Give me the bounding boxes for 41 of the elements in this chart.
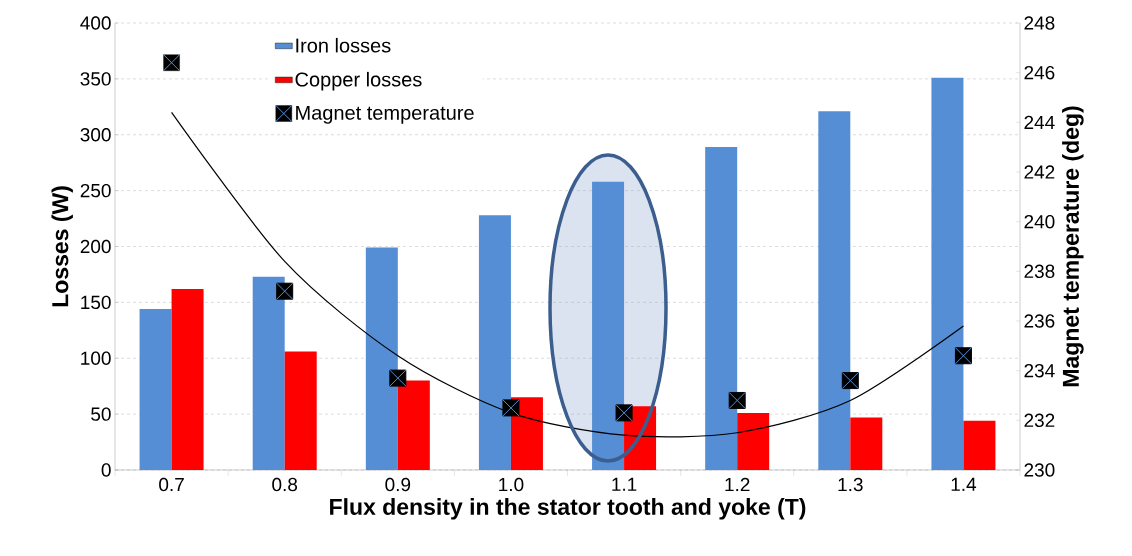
y2-tick-label: 246 (1024, 65, 1055, 80)
bar (850, 417, 883, 470)
x-tick-label: 1.0 (499, 477, 524, 492)
x-tick-label: 1.2 (725, 477, 750, 492)
bar (284, 351, 317, 470)
y-axis-title: Losses (W) (51, 186, 73, 307)
y-tick-label: 300 (80, 128, 111, 142)
bar (963, 420, 996, 470)
legend-label: Magnet temperature (296, 105, 474, 124)
bar (737, 412, 770, 470)
x-tick-label: 0.8 (272, 477, 298, 492)
y-tick-label: 250 (80, 183, 111, 198)
y-tick-label: 150 (81, 295, 111, 310)
x-tick-label: 1.3 (838, 477, 863, 492)
y2-axis-title: Magnet temperature (deg) (1062, 106, 1084, 387)
y2-tick-label: 240 (1024, 214, 1055, 229)
x-tick-label: 1.4 (951, 477, 977, 491)
legend-label: Copper losses (295, 71, 422, 91)
x-tick-label: 1.1 (612, 477, 637, 491)
y2-tick-label: 242 (1024, 165, 1055, 179)
y-tick-label: 400 (80, 16, 111, 30)
y2-tick-label: 230 (1024, 463, 1055, 477)
y-tick-label: 350 (80, 72, 111, 86)
y2-tick-label: 232 (1024, 413, 1055, 428)
y-tick-label: 0 (101, 463, 111, 477)
x-tick-label: 0.9 (385, 477, 411, 492)
y2-tick-label: 238 (1024, 264, 1055, 279)
y-tick-label: 200 (80, 239, 111, 254)
bar (397, 380, 430, 470)
bar (139, 309, 172, 470)
y-tick-label: 100 (81, 351, 111, 365)
x-tick-label: 0.7 (159, 477, 184, 492)
y2-tick-label: 248 (1024, 16, 1055, 30)
y2-tick-label: 236 (1024, 314, 1055, 328)
y-tick-label: 50 (91, 407, 111, 421)
y2-tick-label: 244 (1024, 115, 1055, 129)
x-axis-title: Flux density in the stator tooth and yoke (T) (330, 498, 806, 520)
y2-tick-label: 234 (1024, 363, 1055, 378)
bar (171, 288, 204, 470)
bar (510, 397, 543, 470)
legend-label: Iron losses (296, 37, 391, 53)
